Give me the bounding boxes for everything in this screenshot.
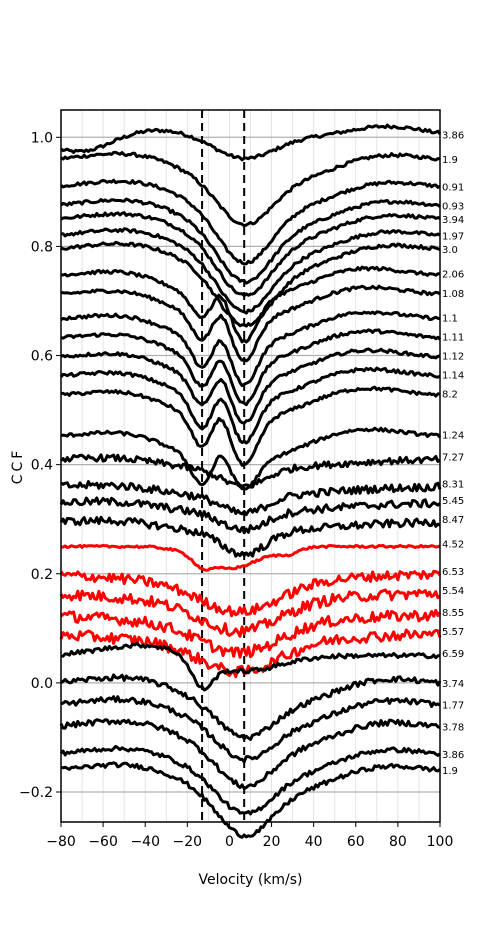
series-label: 0.93 <box>442 201 464 212</box>
y-tick-label: 0.0 <box>31 676 53 692</box>
series-label: 8.2 <box>442 390 458 401</box>
series-label: 3.78 <box>442 723 464 734</box>
series-label: 1.11 <box>442 332 464 343</box>
y-tick-label: −0.2 <box>19 785 53 801</box>
series-label: 7.27 <box>442 452 464 463</box>
series-line <box>60 240 441 328</box>
series-line <box>59 569 442 618</box>
series-line <box>60 385 440 467</box>
series-line <box>60 150 441 228</box>
series-line <box>59 718 441 790</box>
series-line <box>59 366 441 445</box>
series-line <box>59 453 441 489</box>
series-label: 1.1 <box>442 313 458 324</box>
series-line <box>60 227 441 315</box>
series-label: 1.24 <box>442 431 464 442</box>
series-label: 1.77 <box>442 701 464 712</box>
series-line <box>60 284 441 363</box>
series-label: 3.74 <box>442 679 464 690</box>
series-line <box>60 197 441 285</box>
y-tick-label: 0.6 <box>31 349 53 365</box>
series-label: 8.55 <box>442 608 464 619</box>
y-tick-label: 0.8 <box>31 239 53 255</box>
x-tick-label: 20 <box>263 834 281 850</box>
series-labels: 3.86 1.9 0.91 0.93 3.94 1.97 3.0 2.06 1.08 1.1 1.1… <box>442 131 464 778</box>
series-line <box>60 310 441 388</box>
series-label: 5.45 <box>442 496 464 507</box>
x-tick-label: −80 <box>46 834 76 850</box>
y-tick-label: 1.0 <box>31 130 53 146</box>
series-label: 8.47 <box>442 515 464 526</box>
series-line <box>59 744 441 816</box>
series-line <box>60 641 441 692</box>
series-line <box>60 328 442 407</box>
series-line <box>60 178 441 266</box>
series-label: 5.54 <box>442 586 464 597</box>
series-line <box>59 588 441 638</box>
x-tick-label: −60 <box>88 834 118 850</box>
series-line <box>60 123 442 162</box>
series-line <box>59 496 442 535</box>
series-label: 3.86 <box>442 750 464 761</box>
series-label: 3.0 <box>442 245 458 256</box>
x-tick-label: 60 <box>347 834 365 850</box>
series-line <box>59 515 441 558</box>
y-tick-label: 0.4 <box>31 458 53 474</box>
series-label: 1.12 <box>442 352 464 363</box>
series-line <box>60 673 442 741</box>
series-line <box>60 695 441 764</box>
x-tick-label: −40 <box>130 834 160 850</box>
x-tick-label: 40 <box>305 834 323 850</box>
y-ticks: −0.2 0.0 0.2 0.4 0.6 0.8 1.0 <box>19 130 61 801</box>
x-axis-label: Velocity (km/s) <box>198 872 302 888</box>
series-label: 8.31 <box>442 480 464 491</box>
series-label: 5.57 <box>442 627 464 638</box>
x-ticks: −80 −60 −40 −20 0 20 40 60 80 100 <box>46 822 453 850</box>
series-label: 1.97 <box>442 231 464 242</box>
x-tick-label: 100 <box>427 834 454 850</box>
x-tick-label: 0 <box>225 834 234 850</box>
series-label: 1.14 <box>442 371 464 382</box>
series-line <box>60 480 442 517</box>
series-line <box>60 265 441 344</box>
series-label: 4.52 <box>442 540 464 551</box>
x-tick-label: −20 <box>173 834 203 850</box>
series-label: 1.08 <box>442 289 464 300</box>
series-label: 1.9 <box>442 155 458 166</box>
series-line <box>61 761 441 839</box>
series-label: 1.9 <box>442 766 458 777</box>
series-label: 6.53 <box>442 567 464 578</box>
series-label: 3.94 <box>442 215 464 226</box>
series-line <box>60 347 441 425</box>
series-label: 2.06 <box>442 270 464 281</box>
x-tick-label: 80 <box>389 834 407 850</box>
y-axis-label: CCF <box>10 448 26 485</box>
series-label: 3.86 <box>442 131 464 142</box>
plot-frame <box>60 109 441 823</box>
series-label: 0.91 <box>442 182 464 193</box>
series-line <box>60 608 442 659</box>
series-line <box>60 211 441 298</box>
series-label: 6.59 <box>442 649 464 660</box>
series-line <box>61 543 441 572</box>
y-tick-label: 0.2 <box>31 567 53 583</box>
series-lines <box>59 123 442 839</box>
